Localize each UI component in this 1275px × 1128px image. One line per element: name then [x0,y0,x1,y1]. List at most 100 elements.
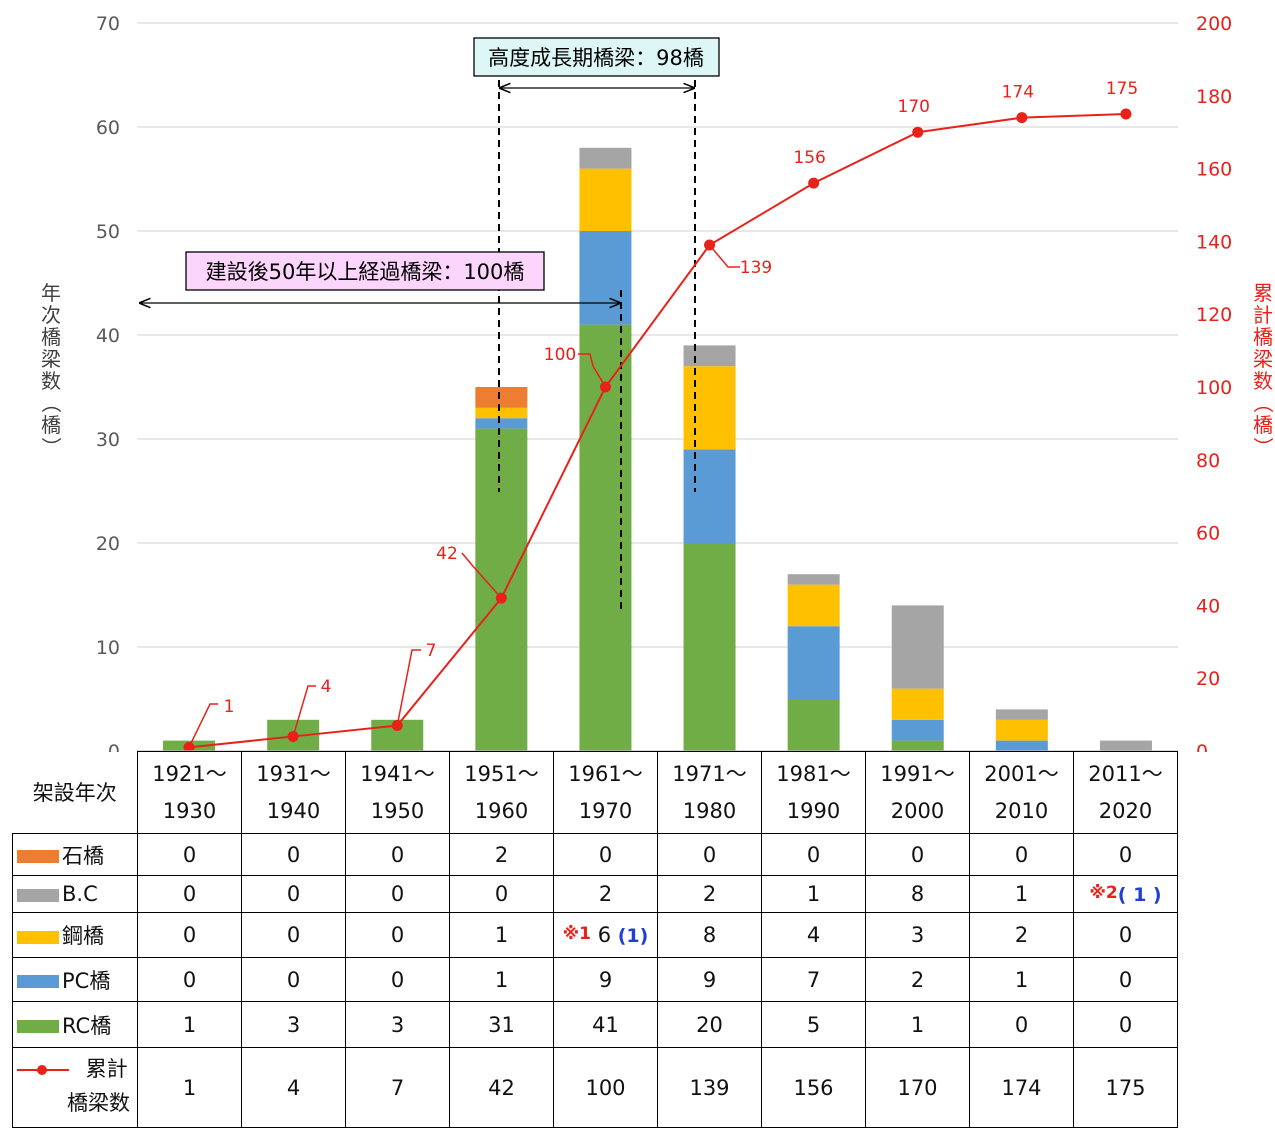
table-cell: 0 [1074,834,1178,876]
table-cell: 1 [450,913,554,958]
table-cell: 3 [242,1002,346,1048]
period-header-text: 1960 [475,799,528,823]
bar-segment [475,418,527,428]
legend-swatch [17,889,59,902]
y-axis-title-char: （ [39,393,63,413]
note-mark: ※1 [563,924,591,944]
y-tick-label: 10 [96,637,120,659]
axes: 0 10 20 30 40 50 60 70 0 20 40 60 80 100 120 140 160 180 2… [39,13,1275,752]
table-cell: 0 [242,913,346,958]
row-header-label: 鋼橋 [62,924,104,948]
table-cell: 0 [554,834,658,876]
cumulative-cell: 7 [346,1048,450,1128]
table-cell: 41 [554,1002,658,1048]
table-cell: 1 [866,1002,970,1048]
period-header-text: 2001〜 [984,762,1058,786]
period-header-text: 1950 [371,799,424,823]
table-cell: ※1 6 (1) [554,913,658,958]
bar-segment [996,741,1048,751]
bar-segment [475,387,527,408]
table-row: 石橋 0 0 0 2 0 0 0 0 0 0 [13,834,1178,876]
bar-segment [684,543,736,751]
y2-tick-label: 0 [1196,741,1208,752]
bar-segment [996,720,1048,741]
y-axis-title-char: ） [39,437,63,457]
period-header-cell: 2001〜 2010 [970,752,1074,834]
cumulative-line: 1 4 7 42 100 139 156 170 174 175 [184,79,1139,752]
cumulative-cell: 174 [970,1048,1074,1128]
bar-segment [684,366,736,449]
y-tick-label: 30 [96,429,120,451]
data-table: 架設年次 1921〜 1930 1931〜 1940 1941〜 1950 1951〜 196… [12,751,1178,1128]
bar-segment [475,429,527,751]
bar-segment [788,585,840,627]
table-row: PC橋 0 0 0 1 9 9 7 2 1 0 [13,958,1178,1002]
cumulative-data-label: 7 [426,641,437,661]
data-label-leader [397,650,421,726]
table-cell: 1 [970,876,1074,913]
bar-segment [579,169,631,231]
table-cell: 0 [1074,913,1178,958]
cumulative-cell: 42 [450,1048,554,1128]
y2-tick-label: 180 [1196,86,1232,108]
bar-segment [788,699,840,751]
period-header-text: 1921〜 [152,762,226,786]
table-cell: 0 [970,834,1074,876]
table-cell: 5 [762,1002,866,1048]
legend-swatch [17,931,59,944]
y2-tick-label: 140 [1196,231,1232,253]
period-header-cell: 2011〜 2020 [1074,752,1178,834]
cumulative-cell: 139 [658,1048,762,1128]
table-header-row: 架設年次 1921〜 1930 1931〜 1940 1941〜 1950 1951〜 196… [13,752,1178,834]
table-cell: 0 [346,876,450,913]
y2-tick-label: 40 [1196,595,1220,617]
cumulative-point [912,127,923,138]
cumulative-legend-marker [17,1063,69,1077]
row-header-cell: 石橋 [13,834,138,876]
y2-tick-label: 160 [1196,159,1232,181]
y2-axis-title-char: 計 [1253,303,1273,327]
cumulative-data-label: 4 [321,677,332,697]
table-row: 鋼橋 0 0 0 1 ※1 6 (1) 8 4 3 2 0 [13,913,1178,958]
note-paren: (1) [618,925,649,947]
over-50yr-label: 建設後50年以上経過橋梁：100橋 [206,260,525,284]
table-cell: 0 [866,834,970,876]
period-header-cell: 1951〜 1960 [450,752,554,834]
cumulative-cell: 156 [762,1048,866,1128]
period-header-text: 1940 [267,799,320,823]
bar-segment [475,408,527,418]
y2-axis-title-char: ） [1251,437,1275,457]
bar-segment [892,689,944,720]
note-paren: ( 1 ) [1118,884,1162,906]
stacked-bars [163,148,1152,751]
bar-segment [579,231,631,325]
period-header-cell: 1941〜 1950 [346,752,450,834]
table-cell: 20 [658,1002,762,1048]
table-cell: 2 [658,876,762,913]
bar-segment [684,345,736,366]
table-cell: 0 [138,958,242,1002]
table-cell: 0 [242,834,346,876]
y2-axis-title-char: 橋 [1253,413,1273,437]
period-header-cell: 1961〜 1970 [554,752,658,834]
period-header-text: 1930 [163,799,216,823]
y-tick-label: 50 [96,221,120,243]
period-header-text: 1970 [579,799,632,823]
period-header-text: 1991〜 [880,762,954,786]
period-header-text: 1981〜 [776,762,850,786]
table-cell: 2 [554,876,658,913]
bar-segment [892,720,944,741]
period-header-text: 1990 [787,799,840,823]
row-header-label: RC橋 [62,1014,111,1038]
table-cell: 0 [1074,958,1178,1002]
cumulative-data-label: 139 [740,258,772,278]
cumulative-point [1016,112,1027,123]
bar-segment [684,449,736,543]
cumulative-label-top: 累計 [79,1057,128,1081]
period-header-text: 1971〜 [672,762,746,786]
y2-axis-title-char: （ [1251,393,1275,413]
bar-segment [1100,741,1152,751]
cumulative-data-label: 100 [544,345,576,365]
